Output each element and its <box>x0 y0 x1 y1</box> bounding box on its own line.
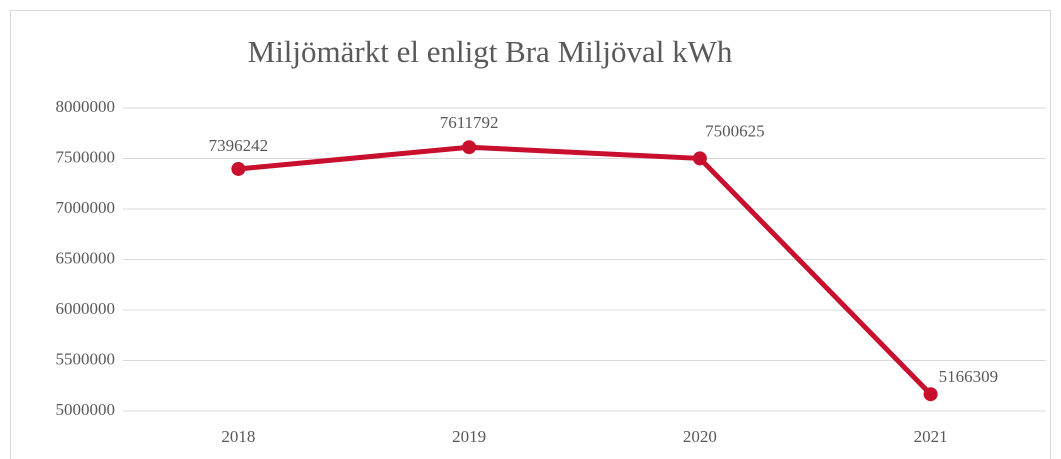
x-tick-label: 2018 <box>221 427 255 446</box>
point <box>923 387 938 402</box>
data-label: 7611792 <box>440 113 499 132</box>
x-tick-label: 2021 <box>914 427 948 446</box>
x-tick-label: 2019 <box>452 427 486 446</box>
y-tick-label: 7000000 <box>56 198 116 217</box>
y-tick-label: 7500000 <box>56 147 116 166</box>
point <box>462 140 477 155</box>
y-tick-label: 8000000 <box>56 97 116 116</box>
point <box>231 161 246 176</box>
y-tick-label: 6500000 <box>56 248 116 267</box>
y-tick-label: 5500000 <box>56 349 116 368</box>
data-label: 7500625 <box>705 121 765 140</box>
data-label: 7396242 <box>209 136 269 155</box>
y-tick-label: 6000000 <box>56 299 116 318</box>
point <box>692 151 707 166</box>
data-label: 5166309 <box>939 367 999 386</box>
x-tick-label: 2020 <box>683 427 717 446</box>
y-tick-label: 5000000 <box>56 400 116 419</box>
chart-title: Miljömärkt el enligt Bra Miljöval kWh <box>248 34 733 69</box>
line <box>238 144 933 396</box>
chart-border <box>10 10 1051 459</box>
